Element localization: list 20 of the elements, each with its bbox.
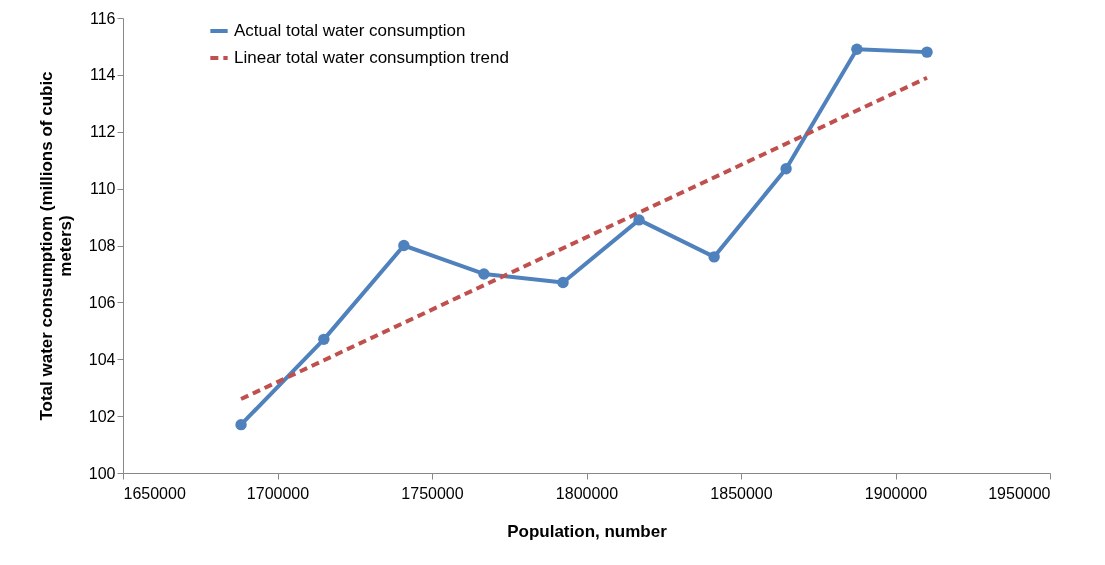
y-axis-title: Total water consumptiom (millions of cubic meters) — [36, 71, 75, 421]
x-tick-label: 1650000 — [123, 484, 186, 502]
legend-label: Linear total water consumption trend — [234, 48, 509, 67]
legend-label: Actual total water consumption — [234, 21, 466, 40]
x-tick-label: 1850000 — [710, 484, 773, 502]
y-tick-label: 106 — [88, 293, 116, 311]
y-tick-label: 112 — [89, 123, 116, 141]
y-tick-label: 100 — [88, 464, 116, 482]
x-tick-label: 1900000 — [864, 484, 928, 502]
y-tick-label: 114 — [89, 66, 116, 84]
y-tick-label: 104 — [88, 350, 116, 368]
x-axis-title: Population, number — [507, 521, 668, 541]
x-tick-label: 1750000 — [401, 484, 464, 502]
y-tick-label: 102 — [88, 407, 116, 425]
x-tick-label: 1800000 — [555, 484, 619, 502]
y-tick-label: 108 — [88, 237, 116, 254]
x-tick-label: 1950000 — [988, 484, 1051, 502]
x-tick-label: 1700000 — [246, 484, 310, 502]
y-tick-label: 110 — [89, 180, 116, 198]
y-tick-label: 116 — [89, 9, 116, 27]
